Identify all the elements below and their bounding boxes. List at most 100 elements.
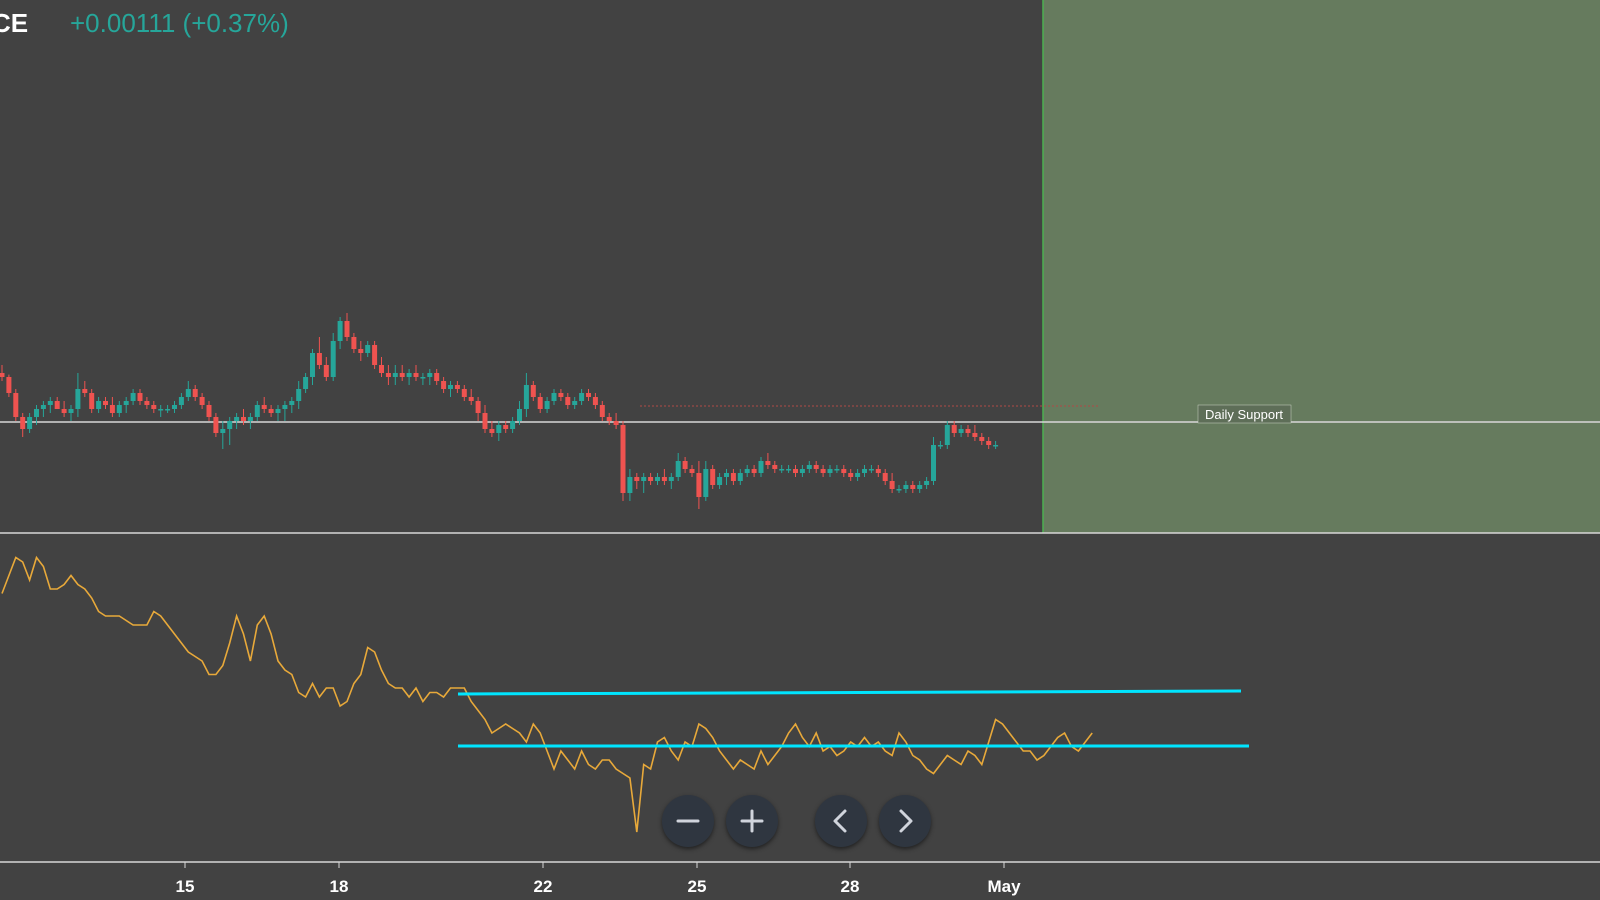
candle-body [330,341,336,377]
candle-body [786,469,792,471]
zoom-out-button[interactable] [662,795,714,847]
candle-body [61,409,67,413]
candle-body [137,393,143,401]
x-tick-label: May [987,877,1021,896]
candle-body [454,385,460,389]
candle-body [241,417,246,421]
candle-body [544,401,550,409]
candle-body [924,481,930,485]
candle-body [254,405,260,417]
candle-body [392,373,398,377]
candle-body [247,417,253,421]
candle-body [40,405,46,409]
candle-body [586,393,591,397]
candle-body [68,409,74,413]
chevron-left-icon [833,809,847,833]
candle-body [862,469,867,473]
highlight-zone [1043,0,1600,533]
candle-body [427,373,433,377]
candle-body [834,469,840,471]
candle-body [779,469,785,471]
candle-body [296,389,302,401]
candle-body [54,401,60,409]
candle-body [165,409,171,411]
candle-body [648,477,654,481]
price-change: +0.00111 (+0.37%) [70,8,289,38]
candle-body [158,409,164,411]
candle-body [661,477,667,481]
chevron-right-icon [899,809,913,833]
candle-body [551,393,557,401]
candle-body [620,425,626,493]
x-tick-label: 28 [841,877,860,896]
candle-body [413,373,419,377]
support-label-box [1197,404,1292,424]
candle-body [565,397,571,405]
candle-body [917,485,923,489]
candle-body [441,381,447,389]
candle-body [710,469,716,485]
candle-body [579,393,585,401]
candle-body [889,481,895,489]
candle-body [848,473,854,477]
x-tick-label: 18 [330,877,349,896]
candle-body [34,409,39,417]
candle-body [572,401,578,405]
candle-body [261,405,267,409]
candle-body [730,473,736,481]
candle-body [399,373,405,377]
candle-body [896,489,902,491]
zoom-in-button[interactable] [726,795,778,847]
candle-body [592,397,598,405]
candle-body [199,397,205,405]
candle-body [799,469,805,473]
candle-body [724,473,729,477]
candle-body [613,421,619,425]
candle-body [172,405,177,409]
candle-body [275,409,281,413]
candle-body [358,349,364,353]
candle-body [689,469,695,473]
candle-body [855,473,861,477]
candle-body [882,473,888,481]
candle-body [303,377,309,389]
candle-body [461,389,467,397]
candle-body [282,405,288,409]
scroll-left-button[interactable] [815,795,867,847]
x-tick-label: 22 [534,877,553,896]
candle-body [903,485,909,489]
candle-body [178,397,184,405]
candle-body [75,389,81,409]
candle-body [703,469,709,497]
candle-body [310,353,315,377]
candle-body [268,409,274,413]
candle-body [944,425,950,445]
candle-body [744,469,750,473]
candle-body [151,405,157,409]
candle-body [627,477,633,493]
candle-body [875,469,881,473]
candle-body [434,373,440,381]
channel-upper-line [457,689,1242,696]
candle-body [827,469,833,473]
candle-body [234,417,240,421]
candle-body [27,417,33,429]
candle-body [351,337,357,349]
x-tick-label: 25 [688,877,707,896]
minus-icon [676,819,700,823]
candle-body [448,385,453,389]
candle-body [482,413,488,429]
candle-body [765,461,771,465]
candle-body [758,461,764,473]
candle-body [20,417,26,429]
scroll-right-button[interactable] [879,795,931,847]
candle-body [793,469,798,473]
candle-body [986,441,992,445]
candle-body [993,445,999,447]
oscillator-series-line [1,555,1093,833]
candle-body [668,477,674,481]
candle-body [675,461,681,477]
candle-body [365,345,371,353]
candle-body [530,385,536,397]
